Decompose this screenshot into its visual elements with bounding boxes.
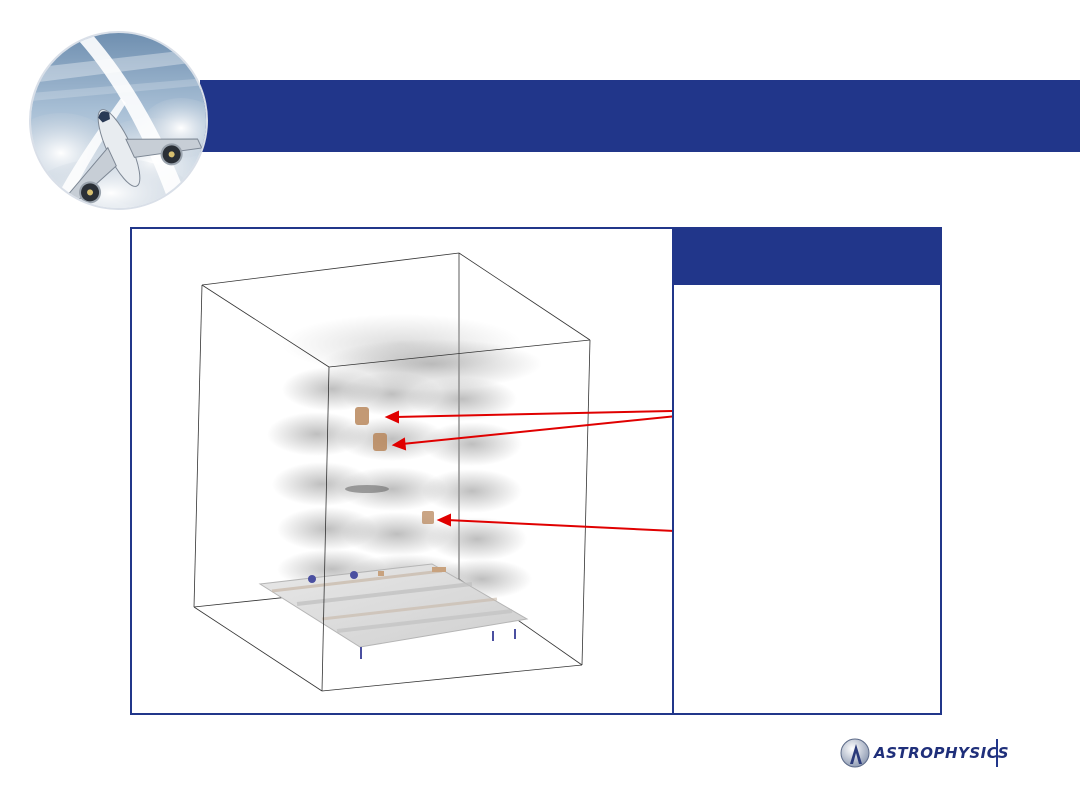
- airplane-badge: [31, 33, 206, 208]
- arrow-2-head: [391, 437, 407, 451]
- density-cloud: [267, 314, 542, 599]
- scan-tray: [258, 563, 529, 659]
- arrow-2: [401, 411, 717, 445]
- arrow-1: [394, 409, 717, 418]
- logo-text: ASTROPHYSICS: [874, 744, 1010, 762]
- detected-objects: [355, 407, 434, 524]
- astrophysics-logo: ASTROPHYSICS: [840, 736, 1010, 770]
- arrow-3: [446, 519, 717, 534]
- panel-divider: [672, 227, 674, 715]
- arrow-3-head: [436, 513, 451, 527]
- side-panel-header: [674, 227, 942, 285]
- detected-object-3: [422, 511, 434, 524]
- bounding-box-front: [193, 284, 591, 692]
- content-frame: [130, 227, 942, 715]
- detected-object-1: [355, 407, 369, 425]
- astrophysics-logo-icon: [840, 738, 870, 768]
- arrow-1-head: [384, 410, 399, 424]
- 3d-volume-render-icon: [193, 252, 717, 692]
- logo-separator: [996, 739, 998, 767]
- airplane-in-clouds-icon: [31, 33, 206, 208]
- volume-render-view: [132, 229, 717, 713]
- slide-title-bar: [200, 80, 1080, 152]
- detected-object-2: [373, 433, 387, 451]
- annotation-arrows: [384, 409, 717, 534]
